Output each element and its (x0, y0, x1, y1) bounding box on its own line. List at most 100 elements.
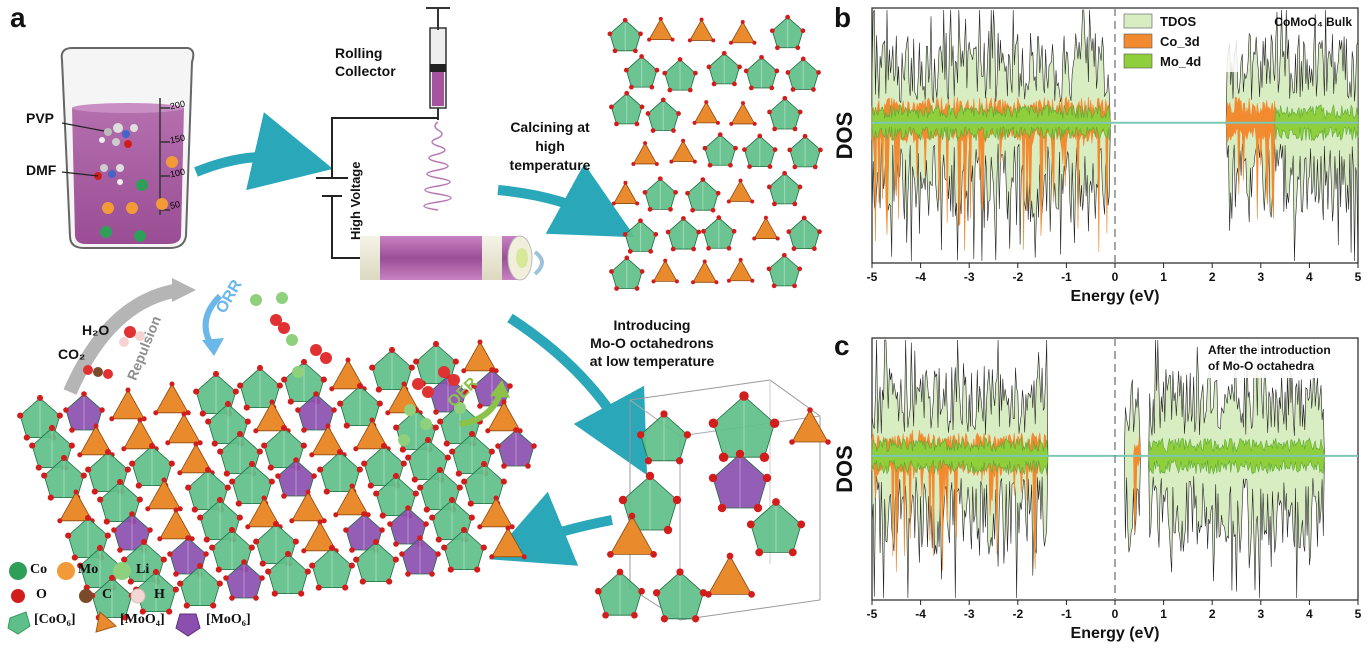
moo4-tetrahedron (648, 18, 674, 41)
coo6-octahedron (597, 571, 643, 616)
coo6-octahedron (622, 475, 678, 531)
chart-title: After the introduction (1208, 343, 1331, 357)
coo6-octahedron (640, 413, 688, 462)
moo4-tetrahedron (123, 419, 157, 450)
catalyst-surface (17, 339, 537, 621)
y-axis-label: DOS (832, 112, 857, 160)
moo4-tetrahedron (707, 555, 753, 595)
x-tick-label: -1 (1061, 270, 1072, 284)
moo4-tetrahedron (79, 425, 113, 456)
moo6-octahedron (401, 537, 439, 575)
coo6-octahedron (771, 16, 804, 49)
moo4-tetrahedron (632, 142, 658, 165)
moo6-octahedron (277, 459, 315, 497)
coo6-octahedron (355, 541, 397, 582)
moo4-tetrahedron (670, 139, 696, 162)
coo6-octahedron (750, 501, 802, 553)
legend-swatch (1123, 33, 1153, 49)
x-tick-label: 3 (1257, 270, 1264, 284)
legend-co: Co (30, 562, 48, 577)
moo4-tetrahedron (303, 521, 337, 552)
moo4-tetrahedron (59, 491, 93, 522)
moo4-tetrahedron (689, 18, 714, 41)
legend-li: Li (136, 562, 150, 577)
dos-chart-c: -5 -4 -3 -2 -1 0 1 2 3 4 5 Energy (eV) DOS After the … (832, 337, 1362, 642)
coo6-octahedron (135, 571, 177, 612)
coo6-octahedron (211, 529, 253, 570)
coo6-octahedron (375, 475, 417, 516)
unit-cell (595, 379, 831, 623)
coo6-octahedron (768, 254, 801, 287)
coo6-octahedron (231, 463, 273, 505)
calcined-crystal (607, 14, 823, 291)
legend-h: H (154, 587, 165, 602)
moo4-tetrahedron (463, 341, 497, 372)
coo6-octahedron (644, 178, 677, 210)
legend-c: C (102, 587, 113, 602)
moo4-tetrahedron (791, 409, 829, 443)
moo4-tetrahedron (291, 491, 325, 522)
chart-title: CoMoO₄ Bulk (1274, 15, 1352, 29)
moo4-tetrahedron (487, 401, 521, 432)
moo4-tetrahedron (155, 383, 189, 414)
x-tick-label: -1 (1061, 607, 1072, 621)
legend-swatch (1123, 53, 1153, 69)
rolling-collector-label: Rolling Collector (335, 45, 396, 79)
moo4-tetrahedron (167, 413, 201, 444)
dmf-label: DMF (26, 162, 57, 178)
h2o-label: H₂O (82, 322, 110, 338)
moo4-tetrahedron (255, 401, 289, 432)
tdos-area (871, 9, 1359, 262)
x-tick-label: 0 (1112, 270, 1119, 284)
calcining-label: Calcining at high temperature (509, 119, 591, 173)
moo4-tetrahedron (247, 497, 281, 528)
y-axis-label: DOS (832, 445, 857, 493)
coo6-octahedron (788, 217, 820, 250)
x-tick-label: 4 (1306, 607, 1313, 621)
coo6-octahedron (656, 571, 704, 620)
moo4-tetrahedron (311, 425, 345, 456)
moo6-octahedron (225, 561, 263, 599)
pvp-label: PVP (26, 110, 55, 126)
coo6-octahedron (667, 217, 700, 250)
moo4-tetrahedron (613, 181, 638, 204)
coo6-octahedron (624, 220, 657, 252)
x-tick-label: -3 (964, 270, 975, 284)
legend-moo6: [MoO₆] (206, 612, 251, 627)
moo6-octahedron (389, 507, 427, 545)
coo6-octahedron (131, 445, 173, 487)
moo6-octahedron (113, 513, 151, 551)
coo6-octahedron (768, 172, 801, 205)
x-tick-label: -4 (915, 270, 926, 284)
x-tick-label: 5 (1355, 270, 1362, 284)
coo6-octahedron (745, 56, 778, 89)
coo6-octahedron (179, 565, 221, 606)
x-tick-label: 4 (1306, 270, 1313, 284)
moo4-tetrahedron (331, 359, 365, 390)
x-tick-label: 1 (1160, 607, 1167, 621)
coo6-octahedron (647, 99, 680, 131)
moo6-octahedron (345, 513, 383, 551)
coo6-octahedron (789, 135, 821, 168)
moo4-tetrahedron (730, 21, 756, 44)
legend-swatch (1123, 13, 1153, 29)
x-tick-label: 5 (1355, 607, 1362, 621)
moo4-tetrahedron (728, 179, 753, 202)
coo6-octahedron (263, 427, 305, 469)
moo6-octahedron (169, 537, 207, 575)
coo6-octahedron (319, 451, 361, 493)
coo6-octahedron (239, 367, 281, 409)
moo6-octahedron (297, 393, 335, 431)
legend-label: Co_3d (1160, 34, 1200, 49)
moo4-tetrahedron (609, 515, 655, 555)
legend-coo6: [CoO₆] (34, 612, 76, 627)
legend-moo4: [MoO₄] (120, 612, 165, 627)
x-tick-label: -5 (867, 270, 878, 284)
x-tick-label: 3 (1257, 607, 1264, 621)
chart-legend: TDOS Co_3d Mo_4d (1120, 10, 1240, 72)
moo4-tetrahedron (159, 509, 193, 540)
coo6-octahedron (91, 577, 133, 618)
moo4-tetrahedron (147, 479, 181, 510)
legend-o: O (36, 587, 47, 602)
panel-label-a: a (10, 2, 26, 33)
